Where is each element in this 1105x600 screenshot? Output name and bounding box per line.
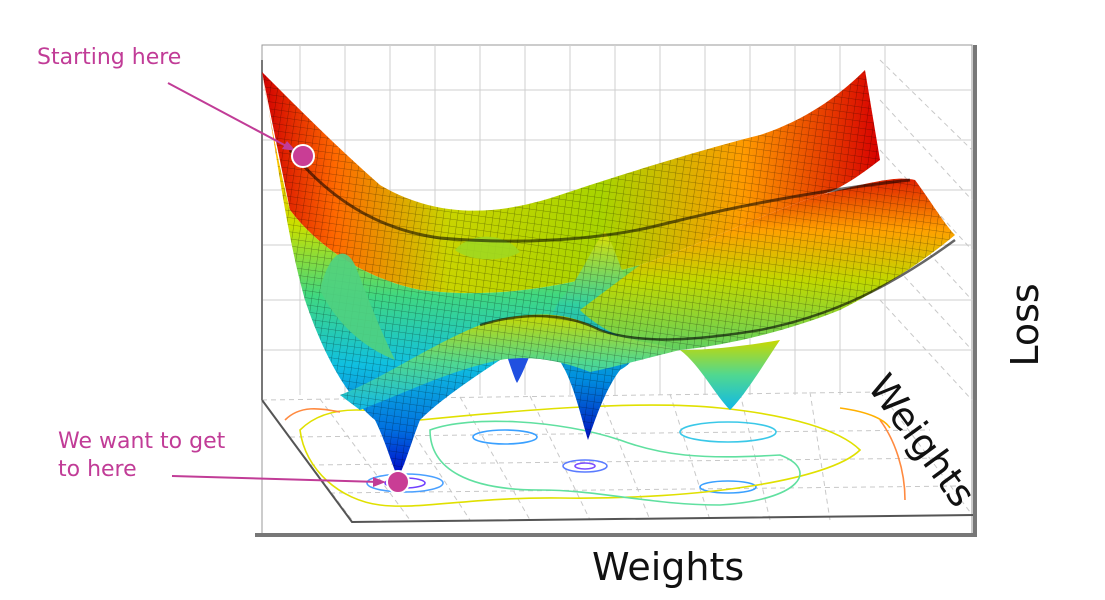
start-arrow bbox=[167, 82, 296, 151]
frame-shadow bbox=[255, 45, 977, 537]
x-axis-label: Weights bbox=[592, 545, 745, 589]
goal-annotation-line2: to here bbox=[58, 457, 137, 482]
start-annotation: Starting here bbox=[37, 45, 182, 70]
floor-edge bbox=[261, 399, 976, 524]
surface-right-dip bbox=[680, 340, 780, 410]
goal-annotation-line1: We want to get bbox=[58, 429, 226, 454]
floor-contours bbox=[284, 404, 906, 507]
goal-point-marker bbox=[386, 470, 410, 494]
z-axis-label: Loss bbox=[1003, 283, 1047, 367]
goal-arrow bbox=[171, 475, 386, 487]
goal-annotation: We want to get to here bbox=[58, 428, 225, 484]
surface-bump-left bbox=[320, 253, 395, 360]
surface-crease bbox=[288, 149, 911, 243]
start-point-marker bbox=[291, 144, 315, 168]
